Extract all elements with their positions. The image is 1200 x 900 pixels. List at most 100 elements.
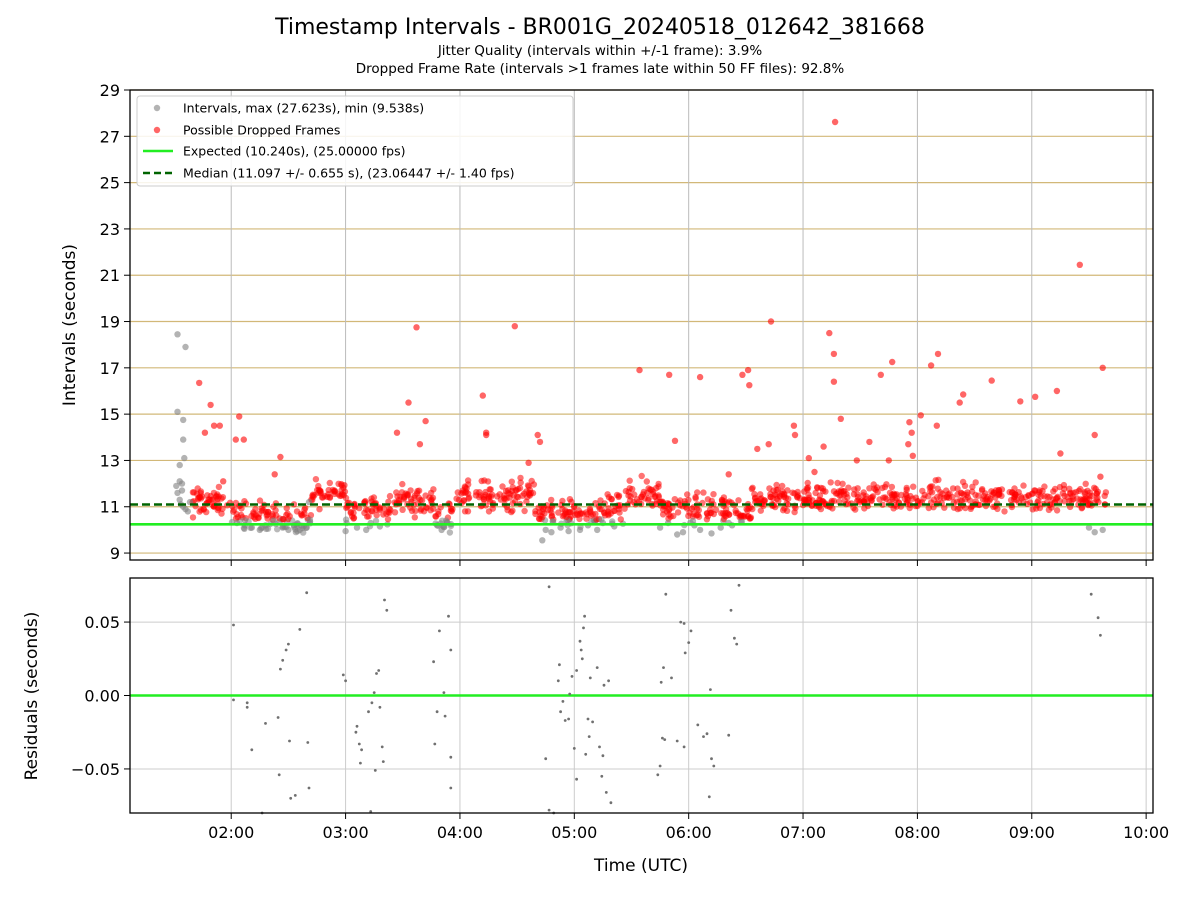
residual-point [601,754,605,758]
intervals-y-tick-label: 11 [100,498,120,517]
residual-point [609,801,613,805]
dropped-frame-point [655,483,662,490]
dropped-frame-point [811,468,818,476]
residual-point [727,733,731,737]
interval-point [256,526,263,534]
intervals-y-tick-label: 13 [100,451,120,470]
dropped-frame-point [464,508,472,515]
interval-point [443,517,450,524]
residual-point [372,691,376,694]
interval-point [1091,529,1098,536]
dropped-frame-point [285,515,292,523]
interval-point [708,530,715,537]
dropped-frame-point [839,480,846,487]
residual-point [435,710,439,714]
dropped-frame-point [240,436,247,443]
dropped-frame-point [866,438,873,446]
dropped-frame-point [775,497,782,505]
x-tick-label: 03:00 [323,823,369,842]
dropped-frame-point [196,379,203,387]
dropped-frame-point [828,497,835,505]
dropped-frame-point [220,478,227,485]
dropped-frame-point [960,391,967,398]
dropped-frame-point [380,511,387,518]
dropped-frame-point [674,509,682,516]
dropped-frame-point [805,454,812,462]
dropped-frame-point [412,507,419,514]
dropped-frame-point [610,507,617,515]
dropped-frame-point [325,486,332,494]
dropped-frame-point [710,491,717,498]
residual-point [378,705,382,709]
residual-point [670,676,673,680]
residual-point [729,608,733,612]
residual-point [658,764,662,768]
intervals-y-tick-label: 23 [100,220,120,239]
dropped-frame-point [969,483,976,490]
dropped-frame-point [834,479,841,487]
residual-point [305,591,309,595]
residual-point [288,739,291,743]
interval-point [594,526,601,534]
residual-point [733,636,736,640]
dropped-frame-point [476,494,483,501]
residual-point [367,710,370,714]
residual-point [264,722,267,725]
dropped-frame-point [1066,485,1073,492]
residual-point [675,739,679,743]
dropped-frame-point [1094,488,1102,495]
residual-point [377,669,381,672]
residual-point [656,773,660,777]
residual-point [357,742,361,746]
residual-point [281,658,285,662]
dropped-frame-point [961,482,969,489]
interval-point [248,524,255,531]
dropped-frame-point [615,506,622,513]
dropped-frame-point [555,509,562,516]
dropped-frame-point [783,507,791,514]
dropped-frame-point [998,486,1006,493]
residual-point [662,666,665,669]
interval-point [1085,524,1093,531]
dropped-frame-point [660,506,667,513]
dropped-frame-point [944,491,952,498]
dropped-frame-point [393,429,401,436]
dropped-frame-point [511,498,519,505]
dropped-frame-point [215,483,223,491]
dropped-frame-point [816,492,824,499]
dropped-frame-point [725,471,732,478]
residual-point [575,777,578,781]
dropped-frame-point [877,371,884,378]
interval-point [285,526,292,534]
dropped-frame-point [1061,498,1068,505]
dropped-frame-point [725,511,733,518]
residual-point [663,738,667,741]
dropped-frame-point [1085,495,1093,503]
dropped-frame-point [629,485,636,493]
interval-point [1099,526,1106,534]
interval-point [178,480,186,487]
residual-point [580,657,584,661]
interval-point [296,526,303,534]
interval-point [182,343,189,351]
residual-point [683,651,687,655]
residual-point [1096,616,1100,620]
dropped-frame-point [617,516,624,523]
interval-points [173,118,1106,544]
dropped-frame-point [189,489,197,496]
residual-point [696,723,700,727]
interval-point [178,487,186,494]
dropped-frame-point [927,483,934,490]
chart-subtitle-dropped: Dropped Frame Rate (intervals >1 frames … [355,61,845,77]
residual-point [287,642,290,646]
dropped-frame-point [784,501,792,508]
title-block: Timestamp Intervals - BR001G_20240518_01… [0,14,1200,78]
residual-point [284,648,288,652]
residual-point [705,732,709,736]
dropped-frame-point [757,507,764,514]
residual-point [600,774,604,778]
dropped-frame-point [934,350,942,358]
dropped-frame-point [605,510,612,518]
residual-point [582,626,585,630]
dropped-frame-point [215,504,222,511]
